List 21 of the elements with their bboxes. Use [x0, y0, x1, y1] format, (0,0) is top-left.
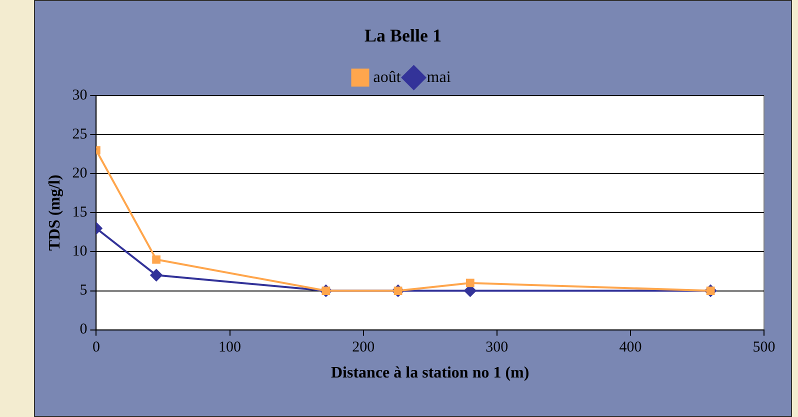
- x-tick-label: 200: [352, 340, 375, 356]
- x-tick-label: 500: [752, 340, 776, 356]
- x-tick-label: 0: [92, 340, 100, 356]
- y-tick-label: 10: [72, 244, 88, 260]
- point: [152, 255, 160, 264]
- point: [150, 269, 162, 282]
- point: [466, 278, 474, 288]
- y-tick-label: 20: [72, 166, 88, 182]
- y-tick-label: 30: [72, 88, 88, 104]
- legend-label: mai: [426, 68, 452, 86]
- y-tick-label: 0: [80, 322, 88, 338]
- x-tick-label: 100: [218, 340, 242, 356]
- y-tick-label: 15: [72, 204, 88, 221]
- y-tick-label: 25: [72, 126, 88, 143]
- y-axis-title: TDS (mg/l): [46, 174, 64, 251]
- y-tick-label: 5: [80, 282, 88, 299]
- chart-title: La Belle 1: [364, 25, 442, 46]
- legend-label: août: [373, 68, 402, 86]
- x-axis-title: Distance à la station no 1 (m): [330, 364, 530, 382]
- x-tick-label: 400: [619, 340, 642, 356]
- x-tick-label: 300: [486, 340, 508, 356]
